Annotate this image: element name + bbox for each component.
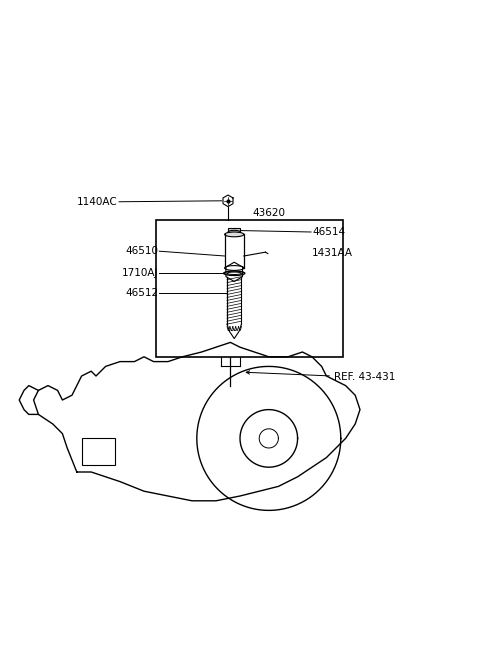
Text: 43620: 43620 (252, 208, 285, 218)
Ellipse shape (225, 266, 244, 270)
Text: 46510: 46510 (125, 246, 158, 256)
Ellipse shape (224, 271, 245, 276)
Ellipse shape (228, 230, 240, 234)
Bar (228, 228, 240, 232)
Text: 46514: 46514 (312, 227, 345, 237)
Text: 1431AA: 1431AA (312, 247, 353, 258)
Bar (156, 220, 343, 357)
Text: 1140AC: 1140AC (77, 197, 118, 207)
Text: 1710AJ: 1710AJ (122, 268, 158, 278)
Text: REF. 43-431: REF. 43-431 (334, 372, 395, 382)
Text: 46512: 46512 (125, 289, 158, 298)
Ellipse shape (227, 272, 241, 274)
Ellipse shape (225, 232, 244, 237)
Bar (82, 438, 115, 465)
